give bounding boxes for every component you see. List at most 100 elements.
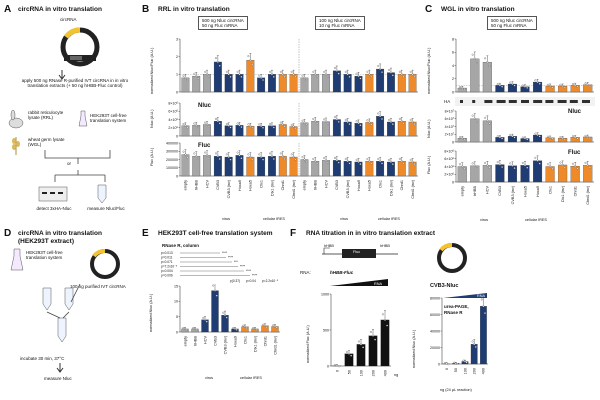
x-tick-label: HCV [205,180,209,188]
panel-b-group-virus-2: virus [340,217,349,221]
data-point [509,162,512,165]
y-tick-label: 1000 [321,292,329,296]
data-point [586,164,589,167]
data-point [471,162,474,165]
data-point [258,74,261,77]
data-point [459,86,462,88]
data-point [413,75,416,78]
panel-a-detect: detect 3xHA-Nluc [36,206,72,211]
data-point [584,161,587,164]
y-tick-label: 8×10⁶ [168,101,178,105]
x-tick-label: CVB3 (inv) [227,179,231,198]
panel-f-upage: urea-PAGE, [444,304,469,309]
panel-b-ylabel-mid: Nluc (A.U.) [150,109,154,128]
data-point [303,121,306,124]
data-point [402,75,405,78]
bar [368,335,378,367]
chart-b-bot: 0 100000 200000 300000 400000 [166,141,418,178]
data-point [524,137,526,140]
data-point [413,123,416,126]
x-tick-label: Dlx1 [378,180,382,188]
data-point [559,136,562,139]
data-point [496,161,499,164]
chart-e: 0 5 10 15 [174,284,280,334]
data-point [290,123,293,126]
data-point [249,156,252,158]
x-tick-label: Hoxa9 [536,186,540,197]
significance-stars: **** [246,269,252,273]
panel-b-nluc-label: Nluc [198,103,212,109]
data-point [346,121,349,123]
data-point [305,79,308,81]
panel-e-xlabels: empty hHBB HCV CVB3 CVB3 (inv) Hoxa9 Dlx1 Dlx1 … [183,335,277,355]
data-point [501,137,504,140]
data-point [334,66,336,69]
data-point [496,135,499,138]
data-point [471,53,474,56]
data-point [236,151,239,154]
data-point [227,124,230,127]
data-point [366,70,369,73]
data-point [391,123,394,126]
blot-band [521,100,529,103]
panel-b-group-ires: cellular IRES [263,217,285,221]
data-point [262,323,265,326]
data-point [459,136,462,139]
data-point [292,73,295,76]
data-point [511,83,514,86]
data-point [251,63,254,66]
panel-e-subtitle: RNase R, column [162,243,200,248]
data-point [218,122,221,125]
data-point [368,73,371,76]
x-tick-label: Dlx1 (inv) [270,179,274,196]
data-point [272,157,275,160]
rabbit-icon [8,110,24,129]
data-point [325,73,327,76]
x-tick-label: Chrd1 [281,180,285,190]
x-tick-label: HCV [486,186,490,194]
data-point [184,124,187,127]
data-point [336,364,338,367]
data-point [229,75,232,78]
data-point [377,112,380,115]
data-point [192,327,195,329]
bar [470,58,480,93]
data-point [588,166,591,169]
data-point [238,154,241,157]
data-point [357,75,360,78]
panel-c-xlabels: empty hHBB HCV CVB3 CVB3 (inv) Hoxa5 Hoxa9 Dlx1… [461,185,590,205]
data-point [184,76,187,79]
panel-d-incubate: incubate 30 min, 37°C [20,356,65,361]
data-point [225,123,228,125]
data-point [194,327,196,330]
data-point [377,157,380,160]
data-point [384,318,386,321]
data-point [193,72,196,75]
data-point [464,360,466,363]
p-value-label: p=0.071 [161,260,173,264]
panel-a-or: or [67,161,72,166]
data-point [215,294,218,297]
data-point [536,81,539,84]
y-tick-label: 0 [452,140,454,144]
data-point [301,156,304,159]
panel-e-title: HEK293T cell-free translation system [158,230,273,237]
data-point [355,158,358,161]
data-point [301,119,304,122]
x-tick-label: hHBB [195,180,199,190]
data-point [283,157,286,160]
x-tick-label: 0 [335,370,339,372]
panel-c-ylabel-top: normalized Nluc/Fluc (A.U.) [427,47,431,94]
data-point [509,81,512,84]
data-point [222,311,225,314]
data-point [185,328,188,331]
data-point [186,156,189,159]
data-point [350,354,353,357]
data-point [391,163,394,166]
x-tick-label: 200 [473,368,477,374]
data-point [488,166,491,169]
data-point [335,69,338,72]
data-point [574,136,577,139]
western-blot-icon [38,186,68,202]
blot-band [472,100,476,103]
